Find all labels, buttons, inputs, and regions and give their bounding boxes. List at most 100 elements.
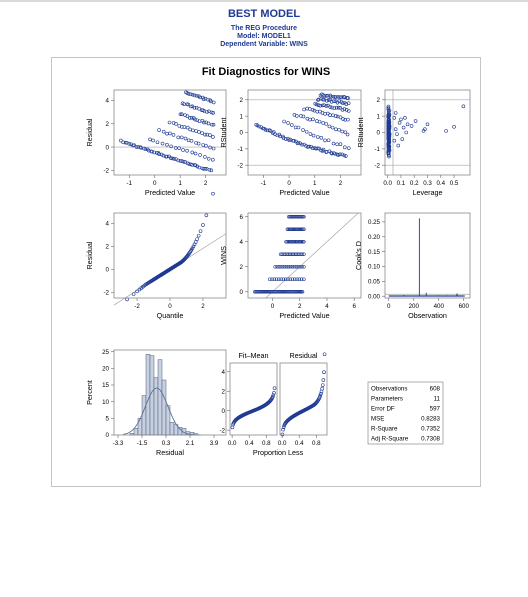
data-point	[300, 289, 305, 294]
data-point	[257, 124, 261, 129]
plot-residual-fit-spread-fit: 0.0 0.4 0.8 4 2 0 -2	[219, 362, 278, 447]
data-point	[300, 239, 305, 244]
data-point	[189, 92, 193, 97]
plot-residual-fit-spread-residual: 0.0 0.4 0.8	[278, 352, 328, 447]
wins-vs-predicted-ytick-label: 2	[240, 264, 244, 271]
residual-vs-predicted-ytick-label: 0	[106, 144, 110, 151]
residual-vs-predicted-ylabel: Residual	[85, 118, 94, 146]
residual-vs-predicted-xtick-label: 0	[153, 180, 157, 187]
rstudent-vs-predicted-xtick-label: 0	[287, 180, 291, 187]
data-point	[127, 142, 132, 146]
data-point	[302, 214, 306, 219]
data-point	[386, 108, 391, 112]
data-point	[176, 135, 181, 140]
data-point	[206, 157, 211, 161]
data-point	[179, 124, 184, 129]
data-point	[123, 140, 128, 145]
data-point	[206, 97, 210, 102]
data-point	[198, 95, 202, 100]
data-point	[346, 117, 350, 122]
residual-histogram-ytick-label: 25	[102, 349, 109, 356]
data-point	[185, 114, 190, 119]
data-point	[386, 151, 391, 156]
table-row-label: Parameters	[371, 396, 403, 403]
data-point	[195, 164, 200, 169]
data-point	[296, 264, 300, 269]
histogram-bar	[153, 377, 159, 436]
table-row-label: Adj R-Square	[371, 436, 409, 443]
data-point	[189, 115, 194, 120]
data-point	[195, 93, 199, 98]
residual-fit-spread-residual-xtick-label: 0.0	[278, 440, 287, 447]
data-point	[340, 152, 345, 157]
data-point	[404, 130, 409, 135]
wins-vs-predicted-xtick-label: 4	[325, 303, 329, 310]
data-point	[315, 146, 320, 151]
data-point	[196, 141, 201, 146]
residual-fit-spread-residual-marks	[280, 352, 327, 437]
residual-fit-spread-fit-frame	[229, 362, 278, 436]
residual-histogram-ylabel: Percent	[85, 380, 94, 405]
rstudent-vs-predicted-xtick-label: 1	[313, 180, 317, 187]
data-point	[273, 264, 278, 269]
data-point	[393, 127, 398, 132]
residual-fit-spread-residual-xtick-label: 0.4	[295, 440, 304, 447]
histogram-bar	[149, 355, 155, 436]
data-point	[204, 213, 209, 218]
data-point	[302, 277, 306, 282]
residual-histogram-xtick-label: -3.3	[113, 440, 124, 447]
rstudent-vs-predicted-xtick-label: 2	[339, 180, 343, 187]
data-point	[297, 239, 301, 244]
rstudent-vs-leverage-xtick-label: 0.2	[410, 180, 419, 187]
data-point	[192, 105, 197, 110]
data-point	[324, 104, 329, 108]
rstudent-vs-predicted-ytick-label: 0	[240, 130, 244, 137]
table-row-value: 0.8283	[421, 416, 440, 423]
data-point	[193, 151, 198, 156]
data-point	[191, 244, 196, 249]
data-point	[197, 130, 201, 134]
data-point	[334, 127, 338, 132]
data-point	[319, 391, 323, 396]
data-point	[320, 103, 325, 108]
data-point	[331, 113, 335, 118]
data-point	[342, 153, 347, 158]
data-point	[326, 98, 331, 102]
wins-vs-predicted-marks	[253, 212, 359, 299]
data-point	[395, 132, 399, 136]
data-point	[339, 95, 344, 99]
data-point	[298, 264, 302, 269]
data-point	[178, 112, 183, 117]
data-point	[330, 125, 335, 130]
data-point	[323, 138, 327, 143]
data-point	[277, 132, 282, 137]
wins-vs-predicted-frame	[247, 212, 362, 299]
proportion-less-xlabel: Proportion Less	[253, 448, 304, 457]
qq-residual-xtick-label: 2	[201, 303, 205, 310]
data-point	[190, 150, 195, 155]
data-point	[182, 125, 187, 129]
data-point	[294, 264, 298, 269]
data-point	[204, 143, 208, 148]
residual-fit-spread-fit-xtick-label: 0.0	[228, 440, 237, 447]
data-point	[336, 105, 341, 110]
data-point	[193, 93, 197, 98]
data-point	[179, 112, 184, 117]
residual-vs-predicted-ytick-label: 4	[106, 98, 110, 105]
rstudent-vs-leverage-ylabel: RStudent	[356, 118, 365, 148]
data-point	[275, 264, 279, 269]
rstudent-vs-leverage-xtick-label: 0.5	[450, 180, 459, 187]
cooks-d-ylabel: Cook's D	[354, 241, 363, 270]
cooks-d-ytick-label: 0.25	[368, 219, 381, 226]
residual-fit-spread-fit-xtick-label: 0.4	[245, 440, 254, 447]
data-point	[179, 135, 184, 140]
data-point	[330, 151, 334, 156]
table-row-value: 11	[434, 396, 441, 403]
data-point	[290, 277, 295, 282]
cooks-d-xtick-label: 200	[409, 303, 420, 310]
data-point	[332, 99, 336, 103]
data-point	[168, 131, 172, 136]
data-point	[185, 148, 189, 153]
data-point	[332, 106, 337, 110]
data-point	[151, 138, 155, 143]
